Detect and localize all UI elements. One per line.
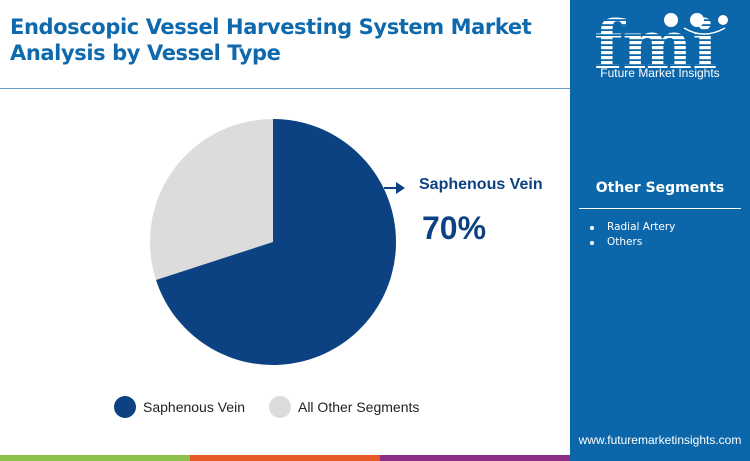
bar-segment-purple	[380, 455, 570, 461]
legend-swatch-icon	[114, 396, 136, 418]
legend-label: Saphenous Vein	[143, 399, 245, 415]
other-segment-item: Others	[590, 235, 675, 250]
other-segments-heading: Other Segments	[595, 180, 725, 196]
bar-segment-blue	[570, 455, 750, 461]
bottom-color-bar	[0, 455, 750, 461]
bullet-icon	[590, 240, 594, 245]
callout-value: 70%	[422, 210, 487, 246]
title-divider	[0, 88, 570, 89]
chart-legend: Saphenous Vein All Other Segments	[114, 396, 443, 418]
legend-item-saphenous-vein: Saphenous Vein	[114, 396, 245, 418]
brand-sidebar: fmi Future Market Insights Other Segment…	[570, 0, 750, 455]
page-title: Endoscopic Vessel Harvesting System Mark…	[10, 15, 532, 65]
fmi-logo-icon: fmi	[594, 6, 728, 84]
legend-item-other-segments: All Other Segments	[268, 396, 420, 418]
callout-label: Saphenous Vein	[419, 176, 543, 193]
bullet-icon	[590, 225, 594, 230]
legend-label: All Other Segments	[297, 399, 420, 415]
bar-segment-orange	[190, 455, 380, 461]
bar-segment-green	[0, 455, 190, 461]
other-segments-list: Radial Artery Others	[590, 220, 675, 250]
brand-name: Future Market Insights	[600, 66, 720, 80]
other-segments-divider	[579, 208, 741, 209]
other-segment-item: Radial Artery	[590, 220, 675, 235]
website-link[interactable]: www.futuremarketinsights.com	[578, 433, 742, 447]
pie-chart	[150, 119, 396, 365]
pie-slice-saphenous-vein	[156, 119, 396, 365]
callout-arrow-icon	[384, 182, 405, 194]
legend-swatch-icon	[268, 396, 291, 418]
